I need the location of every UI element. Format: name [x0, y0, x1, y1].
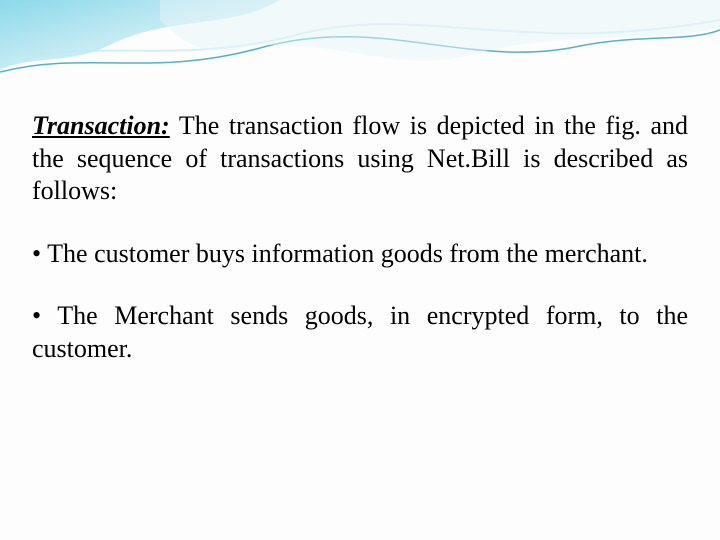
heading-transaction: Transaction: [32, 111, 170, 140]
intro-paragraph: Transaction: The transaction flow is dep… [32, 110, 688, 208]
bullet-text: The customer buys information goods from… [47, 239, 648, 268]
bullet-item: • The Merchant sends goods, in encrypted… [32, 300, 688, 365]
content-area: Transaction: The transaction flow is dep… [0, 0, 720, 365]
bullet-item: • The customer buys information goods fr… [32, 238, 688, 271]
slide: Transaction: The transaction flow is dep… [0, 0, 720, 540]
bullet-text: The Merchant sends goods, in encrypted f… [32, 301, 688, 363]
